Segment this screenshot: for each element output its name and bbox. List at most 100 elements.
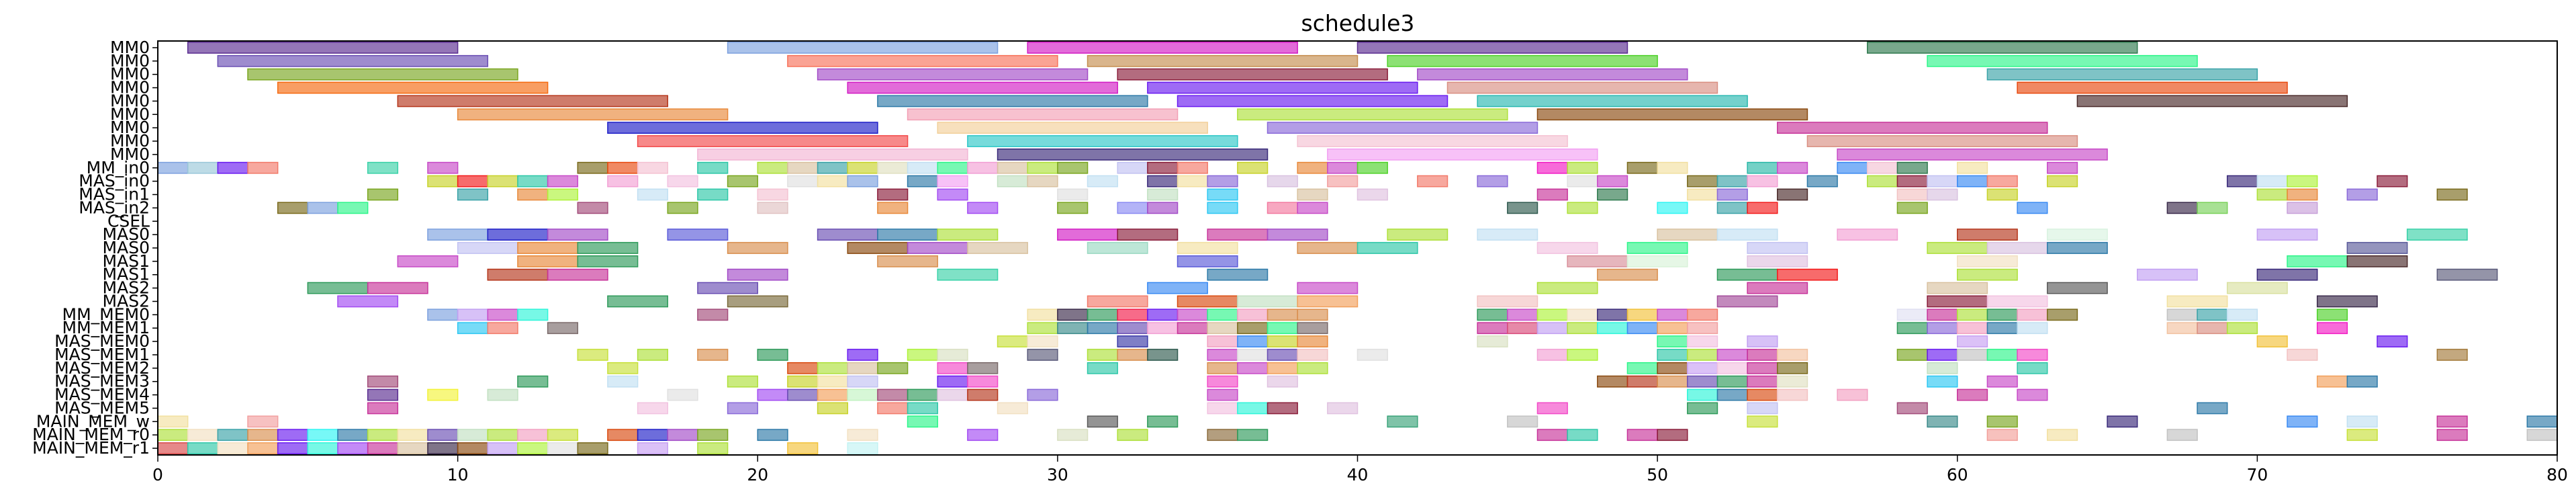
- task-bar: [1207, 362, 1238, 374]
- task-bar: [1057, 429, 1089, 442]
- task-bar: [1896, 349, 1928, 361]
- row-label: MAS2: [103, 291, 150, 310]
- task-bar: [1117, 335, 1148, 347]
- task-bar: [1747, 388, 1778, 401]
- task-bar: [157, 429, 189, 442]
- task-bar: [457, 429, 489, 442]
- task-bar: [1237, 108, 1508, 121]
- task-bar: [817, 228, 878, 241]
- task-bar: [2316, 375, 2348, 388]
- task-bar: [1057, 228, 1118, 241]
- task-bar: [1747, 202, 1778, 214]
- task-bar: [1297, 335, 1328, 347]
- task-bar: [487, 268, 549, 281]
- task-bar: [2226, 308, 2258, 321]
- x-tick-label: 50: [1647, 465, 1668, 485]
- task-bar: [1657, 335, 1688, 347]
- task-bar: [2166, 295, 2228, 308]
- task-bar: [2256, 175, 2288, 187]
- task-bar: [2166, 308, 2198, 321]
- task-bar: [2226, 175, 2258, 187]
- task-bar: [397, 442, 428, 454]
- task-bar: [217, 442, 248, 454]
- task-bar: [607, 362, 639, 374]
- task-bar: [727, 42, 999, 54]
- task-bar: [1267, 362, 1298, 374]
- task-bar: [997, 175, 1028, 187]
- task-bar: [1957, 255, 2018, 267]
- task-bar: [1237, 322, 1269, 335]
- task-bar: [1837, 228, 1898, 241]
- task-bar: [1716, 362, 1748, 374]
- task-bar: [547, 268, 608, 281]
- task-bar: [1747, 362, 1778, 374]
- task-bar: [1597, 308, 1628, 321]
- task-bar: [247, 429, 279, 442]
- task-bar: [847, 375, 878, 388]
- task-bar: [1716, 175, 1748, 187]
- task-bar: [2226, 322, 2258, 335]
- task-bar: [1087, 415, 1118, 428]
- task-bar: [517, 175, 549, 187]
- task-bar: [967, 161, 999, 174]
- task-bar: [1657, 349, 1688, 361]
- task-bar: [1927, 362, 1958, 374]
- task-bar: [1657, 375, 1688, 388]
- task-bar: [607, 161, 639, 174]
- task-bar: [1147, 188, 1179, 201]
- task-bar: [1297, 362, 1328, 374]
- task-bar: [1147, 175, 1179, 187]
- row-label: MM0: [110, 78, 150, 97]
- task-bar: [1087, 362, 1118, 374]
- task-bar: [1327, 402, 1359, 415]
- task-bar: [1597, 375, 1628, 388]
- task-bar: [337, 442, 369, 454]
- task-bar: [1057, 188, 1089, 201]
- task-bar: [1536, 429, 1568, 442]
- x-tick-label: 40: [1347, 465, 1369, 485]
- task-bar: [697, 282, 759, 294]
- task-bar: [1986, 242, 2048, 254]
- task-bar: [1626, 375, 1658, 388]
- task-bar: [607, 175, 639, 187]
- task-bar: [1927, 188, 1958, 201]
- task-bar: [2316, 322, 2348, 335]
- task-bar: [2256, 228, 2318, 241]
- task-bar: [877, 188, 909, 201]
- task-bar: [727, 242, 788, 254]
- row-label: MAIN_MEM_r1: [32, 438, 150, 458]
- task-bar: [577, 202, 608, 214]
- task-bar: [1536, 308, 1568, 321]
- task-bar: [1297, 202, 1328, 214]
- task-bar: [337, 202, 369, 214]
- task-bar: [1297, 282, 1359, 294]
- task-bar: [1777, 161, 1808, 174]
- task-bar: [2406, 228, 2468, 241]
- task-bar: [217, 429, 248, 442]
- task-bar: [1237, 335, 1269, 347]
- task-bar: [1237, 308, 1269, 321]
- task-bar: [367, 161, 399, 174]
- row-label: MM0: [110, 144, 150, 164]
- task-bar: [1147, 202, 1179, 214]
- task-bar: [1477, 308, 1508, 321]
- task-bar: [1986, 349, 2018, 361]
- task-bar: [2017, 308, 2048, 321]
- task-bar: [757, 161, 788, 174]
- x-tick-label: 80: [2546, 465, 2568, 485]
- task-bar: [607, 122, 878, 134]
- task-bar: [1777, 388, 1808, 401]
- task-bar: [907, 388, 938, 401]
- task-bar: [1267, 335, 1298, 347]
- task-bar: [1567, 255, 1628, 267]
- task-bar: [1716, 188, 1748, 201]
- task-bar: [2256, 268, 2318, 281]
- task-bar: [1207, 402, 1238, 415]
- task-bar: [2346, 255, 2408, 267]
- task-bar: [1536, 161, 1568, 174]
- task-bar: [1297, 188, 1328, 201]
- task-bar: [2076, 95, 2348, 108]
- task-bar: [2017, 322, 2048, 335]
- task-bar: [1927, 308, 1958, 321]
- task-bar: [487, 322, 518, 335]
